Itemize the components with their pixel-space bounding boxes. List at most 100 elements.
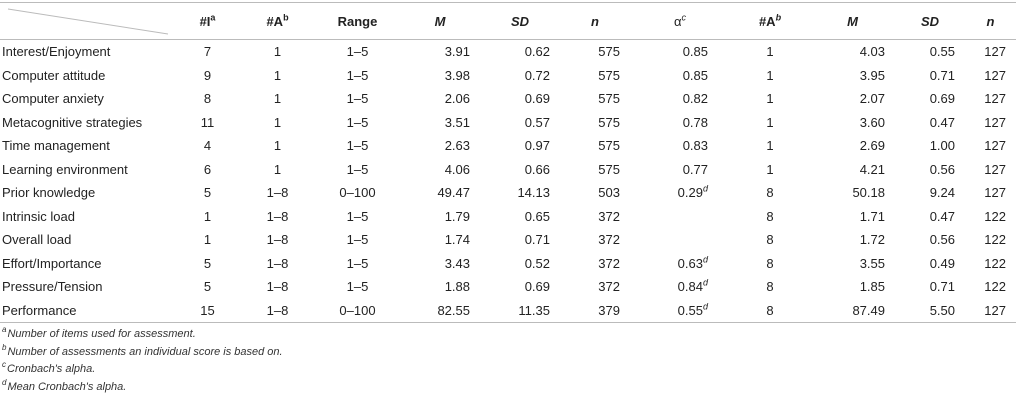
cell-assessments-2: 8 [766, 255, 774, 271]
cell-assessments: 1–8 [266, 255, 289, 271]
cell-mean-2: 50.18 [852, 185, 885, 201]
cell-range: 1–5 [346, 255, 369, 271]
cell-assessments-2: 1 [766, 138, 774, 154]
footnote: cCronbach's alpha. [2, 360, 96, 375]
cell-alpha: 0.82 [682, 91, 708, 107]
cell-range: 1–5 [346, 44, 369, 60]
cell-range: 1–5 [346, 279, 369, 295]
cell-mean-2: 2.07 [859, 91, 885, 107]
cell-mean-2: 3.60 [859, 114, 885, 130]
cell-sd: 0.65 [524, 208, 550, 224]
cell-mean-2: 4.03 [859, 44, 885, 60]
cell-mean-2: 1.71 [859, 208, 885, 224]
cell-assessments: 1 [273, 91, 282, 107]
cell-sd-2: 0.56 [929, 232, 955, 248]
cell-assessments: 1 [273, 161, 282, 177]
cell-assessments: 1–8 [266, 232, 289, 248]
cell-n: 372 [598, 255, 620, 271]
row-label: Computer attitude [2, 67, 106, 83]
cell-assessments-2: 1 [766, 161, 774, 177]
cell-sd-2: 1.00 [929, 138, 955, 154]
table-row: Interest/Enjoyment 7 1 1–5 3.91 0.62 575 0.85 1 4… [0, 40, 1016, 64]
header-n-2: n [986, 13, 995, 29]
cell-n: 575 [598, 114, 620, 130]
cell-alpha: 0.84d [677, 277, 708, 295]
row-label: Intrinsic load [2, 208, 75, 224]
cell-assessments: 1–8 [266, 208, 289, 224]
cell-alpha [630, 205, 730, 229]
cell-sd-2: 5.50 [929, 302, 955, 318]
cell-sd: 11.35 [518, 302, 550, 318]
cell-mean: 4.06 [444, 161, 470, 177]
cell-assessments: 1 [273, 138, 282, 154]
header-sd: SD [510, 13, 530, 29]
cell-n: 575 [598, 44, 620, 60]
cell-sd: 0.71 [524, 232, 550, 248]
cell-n-2: 127 [984, 302, 1006, 318]
header-assessments-2: #Ab [758, 12, 782, 29]
header-alpha: αc [673, 12, 686, 29]
table-row: Performance 15 1–8 0–100 82.55 11.35 379 0.55d 8… [0, 299, 1016, 323]
cell-n: 372 [598, 208, 620, 224]
cell-items: 5 [203, 279, 212, 295]
table-row: Computer attitude 9 1 1–5 3.98 0.72 575 0.85 1 3.… [0, 64, 1016, 88]
footnote: dMean Cronbach's alpha. [2, 377, 127, 393]
cell-sd-2: 0.69 [929, 91, 955, 107]
cell-mean-2: 4.21 [859, 161, 885, 177]
row-label: Interest/Enjoyment [2, 44, 111, 60]
corner-header-cell [0, 3, 175, 40]
cell-n-2: 127 [984, 185, 1006, 201]
cell-alpha: 0.85 [682, 44, 708, 60]
cell-mean: 1.74 [444, 232, 470, 248]
header-range: Range [337, 13, 378, 29]
cell-mean: 82.55 [437, 302, 470, 318]
table-row: Metacognitive strategies 11 1 1–5 3.51 0.57 57… [0, 111, 1016, 135]
cell-n-2: 127 [984, 161, 1006, 177]
cell-n-2: 127 [984, 114, 1006, 130]
cell-sd: 0.97 [524, 138, 550, 154]
cell-assessments-2: 1 [766, 91, 774, 107]
cell-items: 9 [203, 67, 212, 83]
cell-n: 379 [598, 302, 620, 318]
cell-assessments: 1–8 [266, 185, 289, 201]
cell-mean: 2.06 [444, 91, 470, 107]
cell-mean: 2.63 [444, 138, 470, 154]
cell-items: 7 [203, 44, 212, 60]
cell-mean: 3.51 [444, 114, 470, 130]
cell-range: 1–5 [346, 232, 369, 248]
cell-n-2: 127 [984, 67, 1006, 83]
cell-mean: 3.91 [444, 44, 470, 60]
cell-alpha: 0.78 [682, 114, 708, 130]
cell-sd: 0.66 [524, 161, 550, 177]
cell-sd-2: 0.56 [929, 161, 955, 177]
cell-mean-2: 1.85 [859, 279, 885, 295]
header-items: #Ia [199, 12, 216, 29]
cell-sd-2: 0.47 [929, 114, 955, 130]
row-label: Performance [2, 302, 77, 318]
cell-assessments: 1–8 [266, 302, 289, 318]
cell-items: 5 [203, 185, 212, 201]
header-mean-2: M [847, 13, 858, 29]
table-row: Effort/Importance 5 1–8 1–5 3.43 0.52 372 0.63d… [0, 252, 1016, 276]
cell-assessments-2: 8 [766, 279, 774, 295]
cell-assessments-2: 8 [766, 232, 774, 248]
row-label: Prior knowledge [2, 185, 96, 201]
cell-alpha: 0.63d [677, 254, 708, 271]
cell-mean-2: 1.72 [859, 232, 885, 248]
cell-n: 575 [598, 67, 620, 83]
row-label: Overall load [2, 232, 72, 248]
cell-mean-2: 2.69 [859, 138, 885, 154]
table-row: Learning environment 6 1 1–5 4.06 0.66 575 0.77… [0, 158, 1016, 182]
cell-mean: 3.43 [444, 255, 470, 271]
table-row: Computer anxiety 8 1 1–5 2.06 0.69 575 0.82 1 2.0… [0, 87, 1016, 111]
table-footnotes: aNumber of items used for assessment. bNu… [2, 326, 283, 396]
table-row: Overall load 1 1–8 1–5 1.74 0.71 372 8 1.72 0.56 1… [0, 228, 1016, 252]
cell-range: 1–5 [346, 161, 369, 177]
cell-n: 575 [598, 91, 620, 107]
cell-assessments-2: 8 [766, 302, 774, 318]
footnote: aNumber of items used for assessment. [2, 325, 196, 340]
cell-assessments: 1–8 [266, 279, 289, 295]
cell-mean-2: 3.55 [859, 255, 885, 271]
cell-alpha: 0.77 [682, 161, 708, 177]
